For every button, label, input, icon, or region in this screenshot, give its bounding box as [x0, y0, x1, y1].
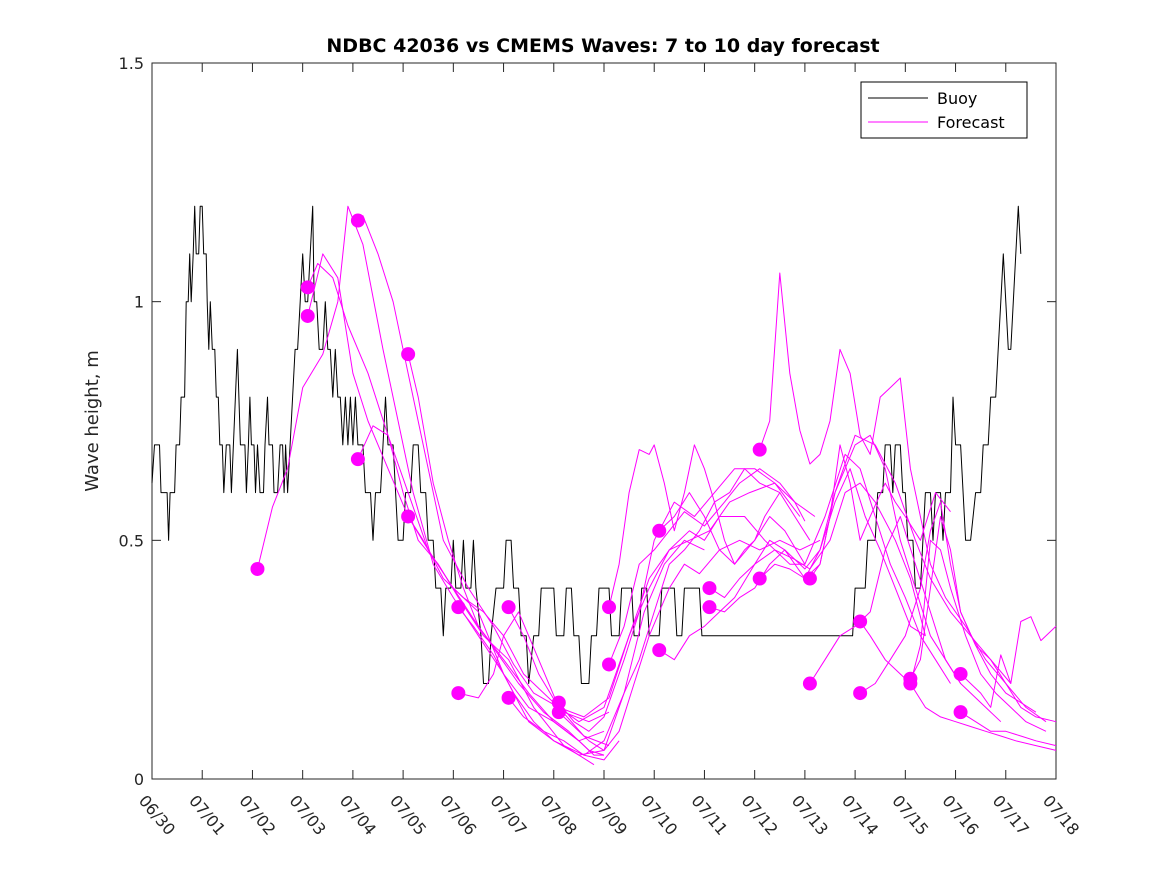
forecast-start-marker [501, 600, 516, 615]
forecast-start-marker [702, 581, 717, 596]
forecast-start-marker [802, 676, 817, 691]
forecast-series-line [960, 711, 1057, 747]
forecast-start-marker [752, 442, 767, 457]
forecast-start-marker [853, 686, 868, 701]
forecast-start-marker [350, 213, 365, 228]
forecast-start-marker [300, 280, 315, 295]
forecast-start-marker [903, 676, 918, 691]
forecast-series-line [558, 468, 816, 732]
forecast-series-line [608, 444, 811, 608]
forecast-start-marker [401, 347, 416, 362]
forecast-start-marker [602, 600, 617, 615]
forecast-series-line [608, 468, 806, 665]
forecast-series-line [809, 444, 951, 579]
forecast-start-marker [953, 705, 968, 720]
forecast-series-line [257, 205, 604, 756]
forecast-start-marker [702, 600, 717, 615]
forecast-start-marker [401, 509, 416, 524]
forecast-start-marker [501, 690, 516, 705]
y-tick-label: 1 [134, 293, 144, 312]
forecast-series-line [508, 468, 781, 756]
forecast-start-marker [752, 571, 767, 586]
chart-title: NDBC 42036 vs CMEMS Waves: 7 to 10 day f… [326, 35, 879, 57]
forecast-start-marker [451, 600, 466, 615]
forecast-start-marker [551, 705, 566, 720]
forecast-series-line [960, 616, 1057, 708]
y-axis-label: Wave height, m [82, 350, 103, 491]
forecast-start-marker [652, 643, 667, 658]
forecast-series-line [759, 272, 1047, 723]
legend-label-forecast: Forecast [937, 113, 1005, 132]
buoy-series-line [151, 205, 1022, 684]
forecast-series-line [759, 434, 1012, 684]
forecast-series-line [909, 683, 1057, 751]
legend-label-buoy: Buoy [937, 89, 977, 108]
forecast-start-marker [451, 686, 466, 701]
forecast-series-line [458, 539, 705, 756]
forecast-series-line [508, 482, 801, 723]
y-tick-label: 0 [134, 770, 144, 789]
forecast-start-marker [300, 308, 315, 323]
forecast-series-line [407, 354, 605, 756]
forecast-series-line [859, 539, 1047, 732]
y-tick-label: 1.5 [119, 54, 144, 73]
forecast-start-marker [350, 452, 365, 467]
legend-box [860, 81, 1028, 139]
forecast-series-line [658, 453, 951, 684]
forecast-start-marker [802, 571, 817, 586]
y-tick-label: 0.5 [119, 531, 144, 550]
forecast-series-line [357, 425, 595, 766]
forecast-start-marker [652, 523, 667, 538]
forecast-series-line [809, 516, 1002, 723]
forecast-start-marker [953, 666, 968, 681]
forecast-start-marker [853, 614, 868, 629]
legend: Buoy Forecast [860, 81, 1028, 139]
forecast-start-marker [602, 657, 617, 672]
forecast-series-line [558, 539, 821, 751]
forecast-series-line [909, 516, 1057, 723]
forecast-start-marker [250, 561, 265, 576]
